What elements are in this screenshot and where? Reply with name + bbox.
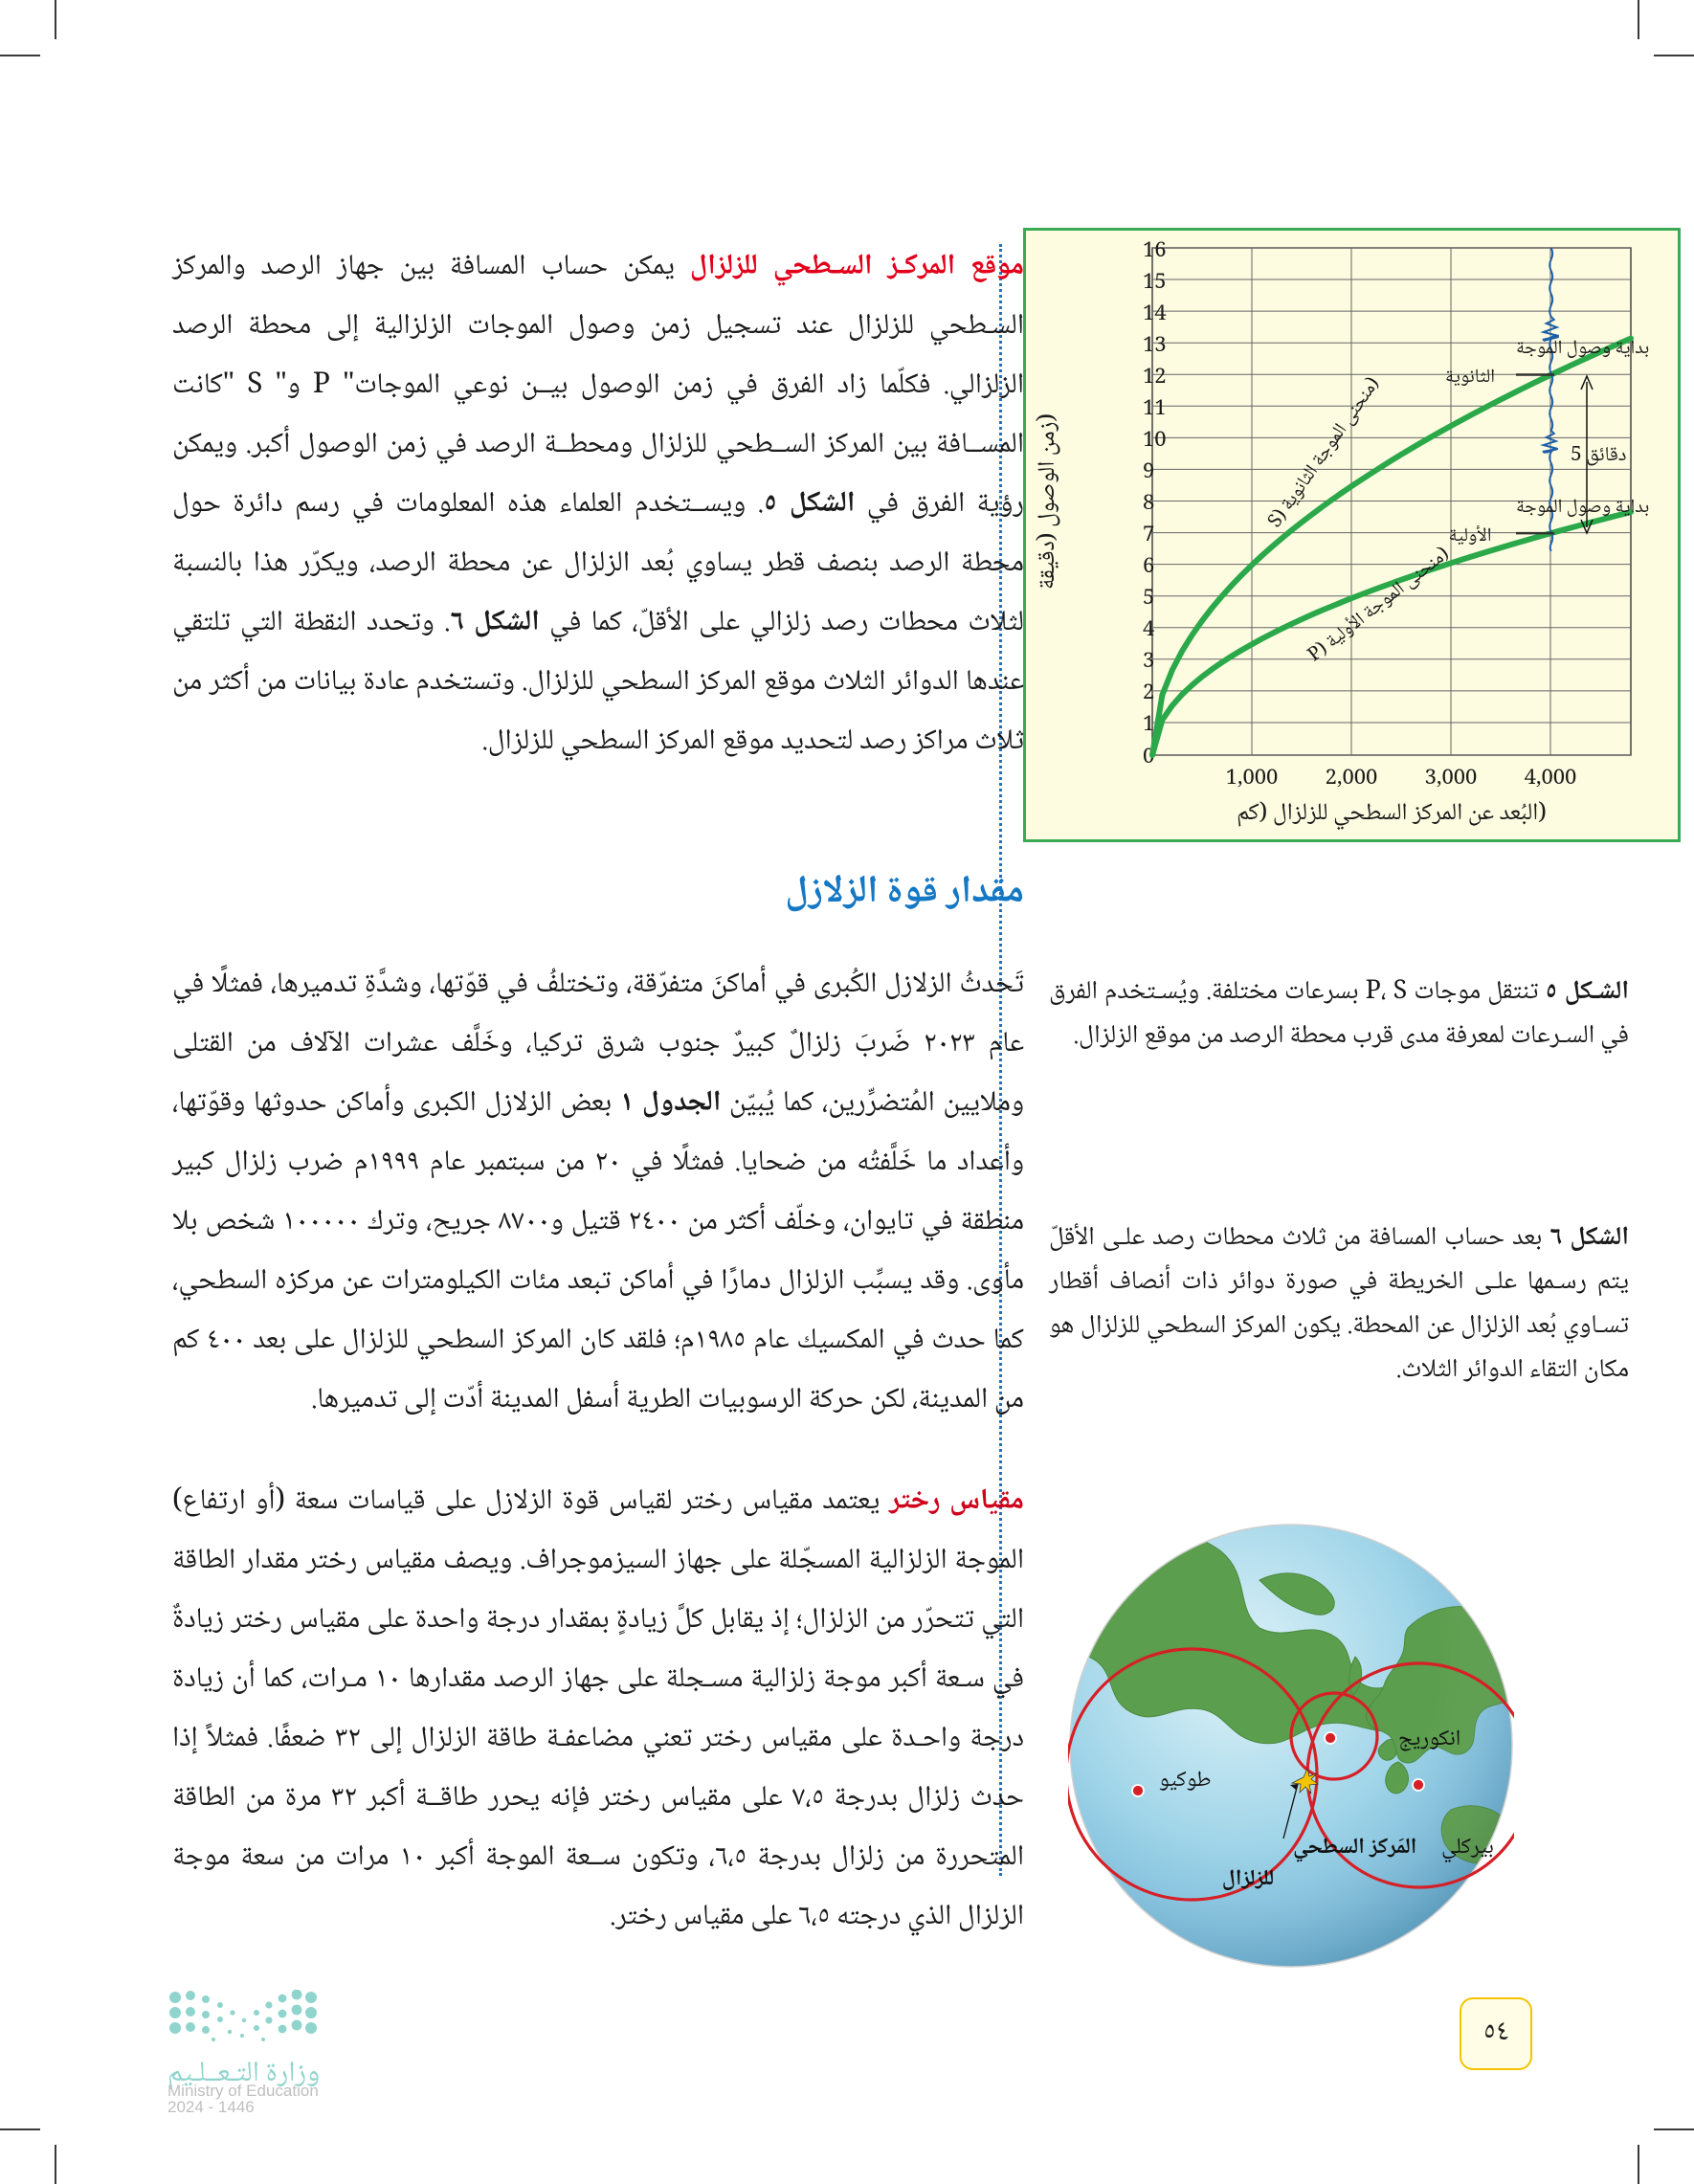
svg-text:15: 15	[1143, 265, 1167, 301]
svg-text:14: 14	[1143, 297, 1167, 333]
svg-text:4,000: 4,000	[1525, 761, 1577, 797]
svg-text:6: 6	[1143, 549, 1154, 586]
svg-text:بداية وصول الموجة: بداية وصول الموجة	[1516, 492, 1649, 524]
svg-text:10: 10	[1143, 423, 1167, 459]
svg-text:بيركلي: بيركلي	[1441, 1829, 1494, 1867]
svg-text:(منحنى الموجة الأولية (P: (منحنى الموجة الأولية (P	[1302, 540, 1458, 672]
svg-text:الثانوية: الثانوية	[1445, 362, 1495, 394]
svg-text:2: 2	[1143, 676, 1154, 712]
svg-text:4: 4	[1143, 613, 1154, 649]
svg-text:دقائق 5: دقائق 5	[1571, 440, 1626, 474]
svg-text:16: 16	[1143, 234, 1167, 270]
svg-text:7: 7	[1143, 518, 1154, 554]
svg-text:1,000: 1,000	[1226, 761, 1279, 797]
svg-text:(منحنى الموجة الثانوية (S: (منحنى الموجة الثانوية (S	[1260, 371, 1390, 536]
svg-text:12: 12	[1143, 360, 1167, 396]
svg-text:انكوريج: انكوريج	[1398, 1721, 1460, 1759]
svg-text:المَركز السطحي: المَركز السطحي	[1293, 1829, 1416, 1867]
svg-text:2,000: 2,000	[1326, 761, 1378, 797]
svg-text:9: 9	[1143, 455, 1154, 491]
svg-text:11: 11	[1143, 391, 1167, 428]
svg-text:طوكيو: طوكيو	[1159, 1762, 1212, 1800]
svg-text:8: 8	[1143, 486, 1154, 523]
svg-text:(زمن الوصول (دقيقة: (زمن الوصول (دقيقة	[1028, 413, 1069, 590]
svg-text:3: 3	[1143, 644, 1154, 680]
svg-text:للزلزال: للزلزال	[1222, 1861, 1274, 1899]
svg-text:3,000: 3,000	[1425, 761, 1478, 797]
svg-text:5: 5	[1143, 581, 1154, 617]
svg-text:(البُعد عن المركز السطحي للزلز: (البُعد عن المركز السطحي للزلزال (كم	[1237, 793, 1547, 835]
svg-text:الأولية: الأولية	[1449, 521, 1492, 553]
svg-text:13: 13	[1143, 328, 1167, 365]
svg-text:بداية وصول الموجة: بداية وصول الموجة	[1516, 333, 1649, 366]
